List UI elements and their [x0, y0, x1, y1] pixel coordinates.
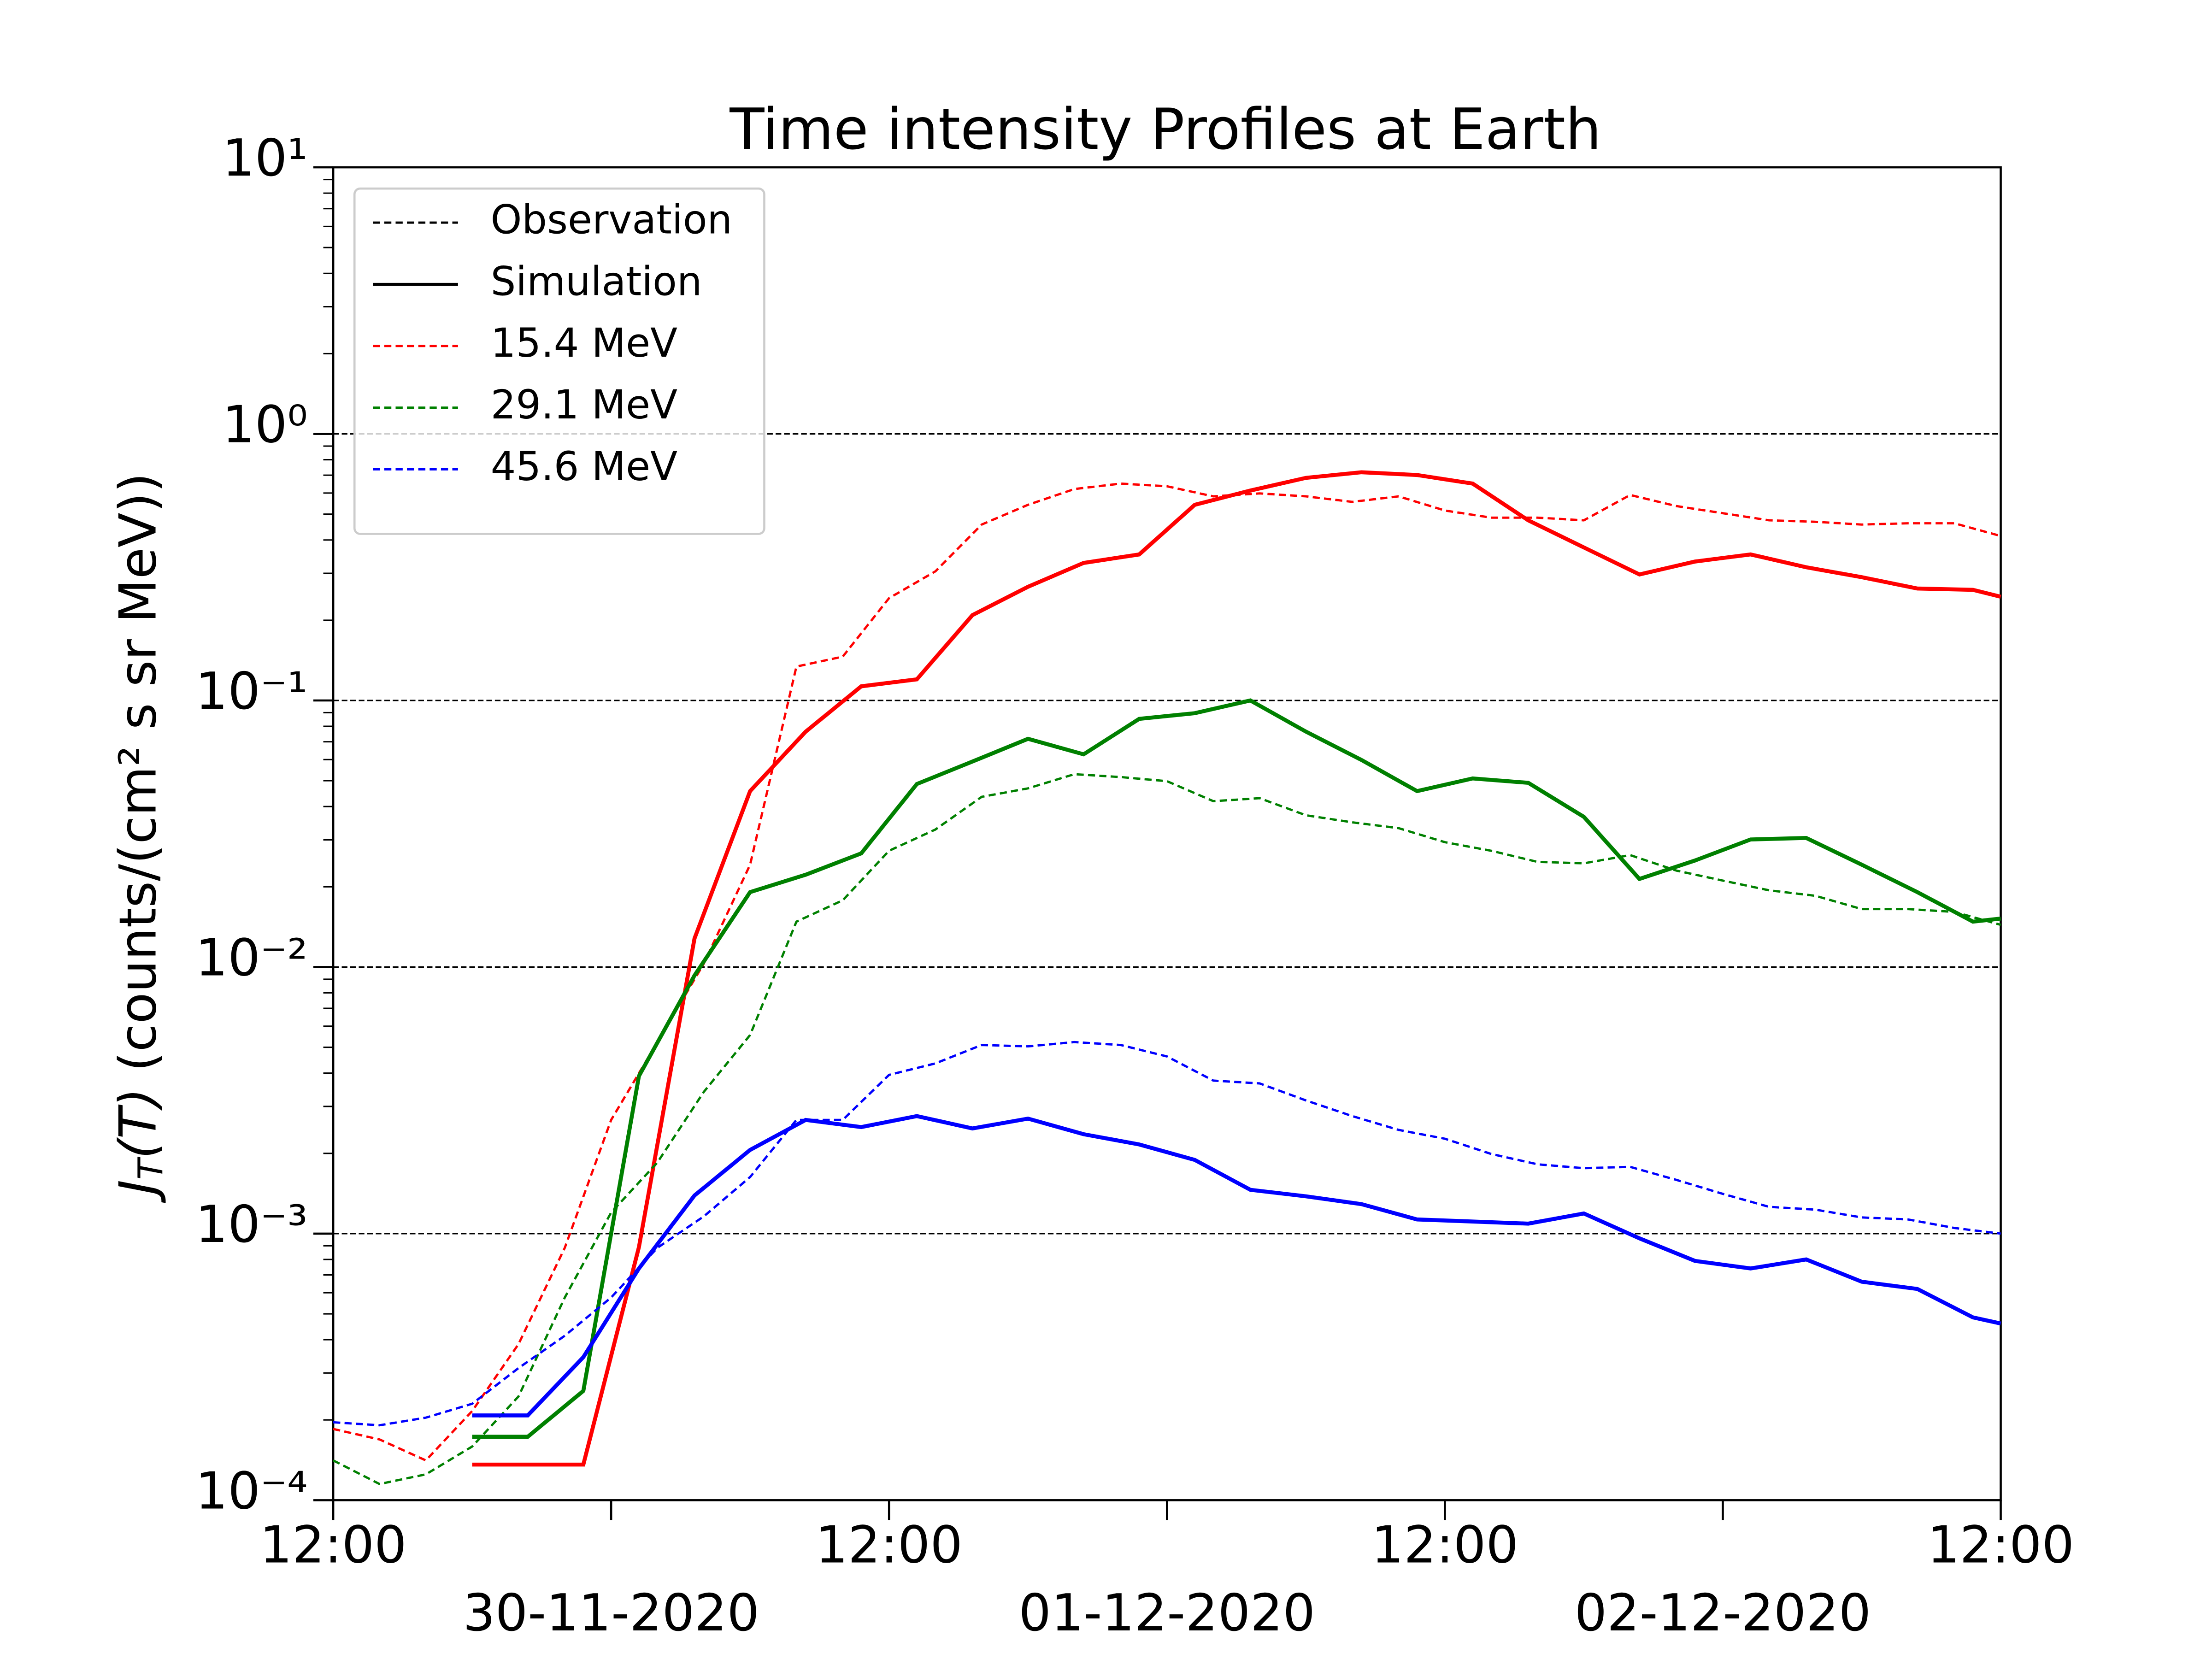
x-tick-label: 30-11-2020: [463, 1583, 759, 1643]
y-axis-label: JT(T) (counts/(cm² s sr MeV)): [109, 473, 171, 1204]
legend-label: 45.6 MeV: [491, 444, 677, 490]
y-label-units: (counts/(cm² s sr MeV)): [109, 473, 168, 1088]
observation-line: [333, 1041, 2001, 1427]
y-tick-label: 10⁻²: [195, 928, 308, 988]
y-tick-label: 10⁻³: [195, 1195, 308, 1254]
x-tick-label: 12:00: [1927, 1515, 2074, 1575]
simulation-line: [472, 1114, 2001, 1418]
y-label-symbol: J: [109, 1180, 168, 1204]
simulation-line: [472, 470, 2001, 1467]
y-label-argument: (T): [109, 1088, 168, 1159]
chart-title: Time intensity Profiles at Earth: [729, 97, 1601, 163]
plot-frame: [332, 166, 2002, 1501]
y-tick-label: 10¹: [222, 129, 307, 188]
legend-label: 15.4 MeV: [491, 320, 677, 366]
x-tick-label: 12:00: [1371, 1515, 1518, 1575]
y-tick-label: 10⁻¹: [195, 662, 308, 721]
y-tick-label: 10⁻⁴: [195, 1461, 308, 1521]
x-tick-label: 01-12-2020: [1018, 1583, 1315, 1643]
legend-label: Simulation: [491, 259, 702, 305]
legend-label: Observation: [491, 197, 733, 243]
observation-line: [332, 773, 2001, 1485]
x-tick-label: 12:00: [259, 1515, 406, 1575]
x-tick-label: 12:00: [816, 1515, 963, 1575]
y-tick-label: 10⁰: [222, 395, 307, 454]
legend-label: 29.1 MeV: [491, 382, 677, 428]
x-tick-label: 02-12-2020: [1575, 1583, 1871, 1643]
simulation-line: [472, 698, 2001, 1439]
legend-box: [353, 187, 765, 535]
y-label-subscript: T: [131, 1157, 171, 1180]
observation-line: [333, 482, 2001, 1462]
